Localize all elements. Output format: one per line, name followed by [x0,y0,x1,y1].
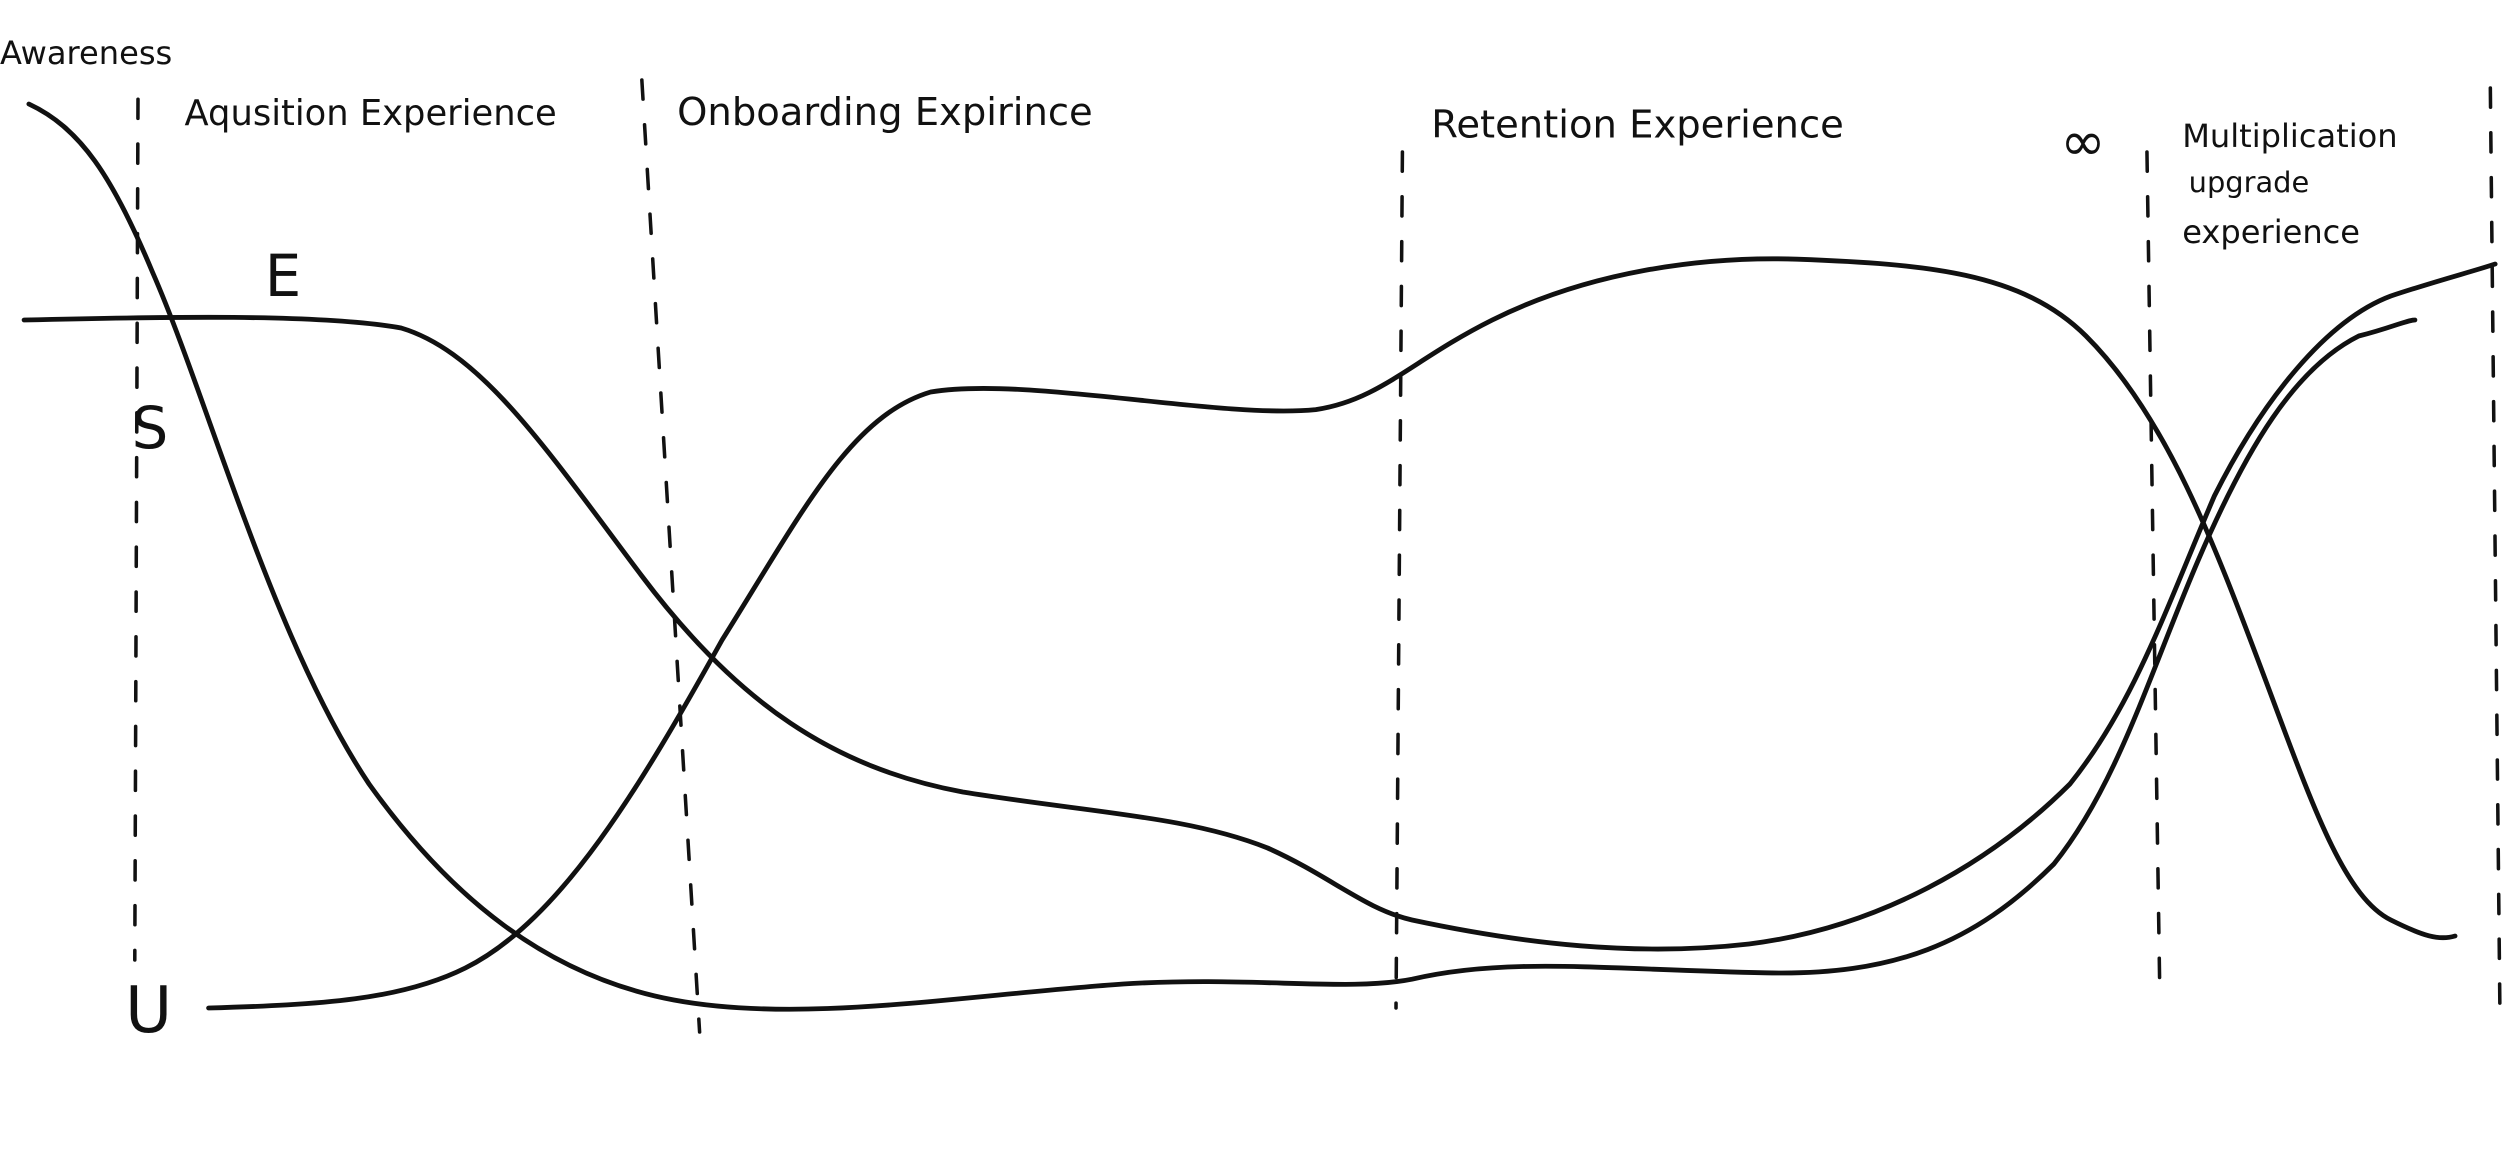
awareness-curve [26,101,2418,1012]
separator [2488,86,2502,1018]
stage-label: Multiplication [2182,117,2397,155]
infinity-symbol: ∞ [2060,109,2105,173]
curve-label: U [125,974,172,1048]
curve-label: E [265,242,302,310]
separator [1394,150,1405,1010]
curve-label: S [132,394,169,462]
stage-label: experience [2182,213,2360,251]
stage-label: Onboarding Expirince [677,90,1093,135]
awareness-label: Awareness [0,34,172,72]
separator [2145,150,2162,994]
stage-label: Aqusition Experience [185,93,557,134]
stage-label: upgrade [2189,165,2310,199]
engagement-curve [21,261,2498,952]
stage-label: Retention Experience [1431,103,1844,148]
usage-curve [206,256,2458,1011]
drawing: Awareness Aqusition Experience Onboardin… [0,34,2502,1048]
